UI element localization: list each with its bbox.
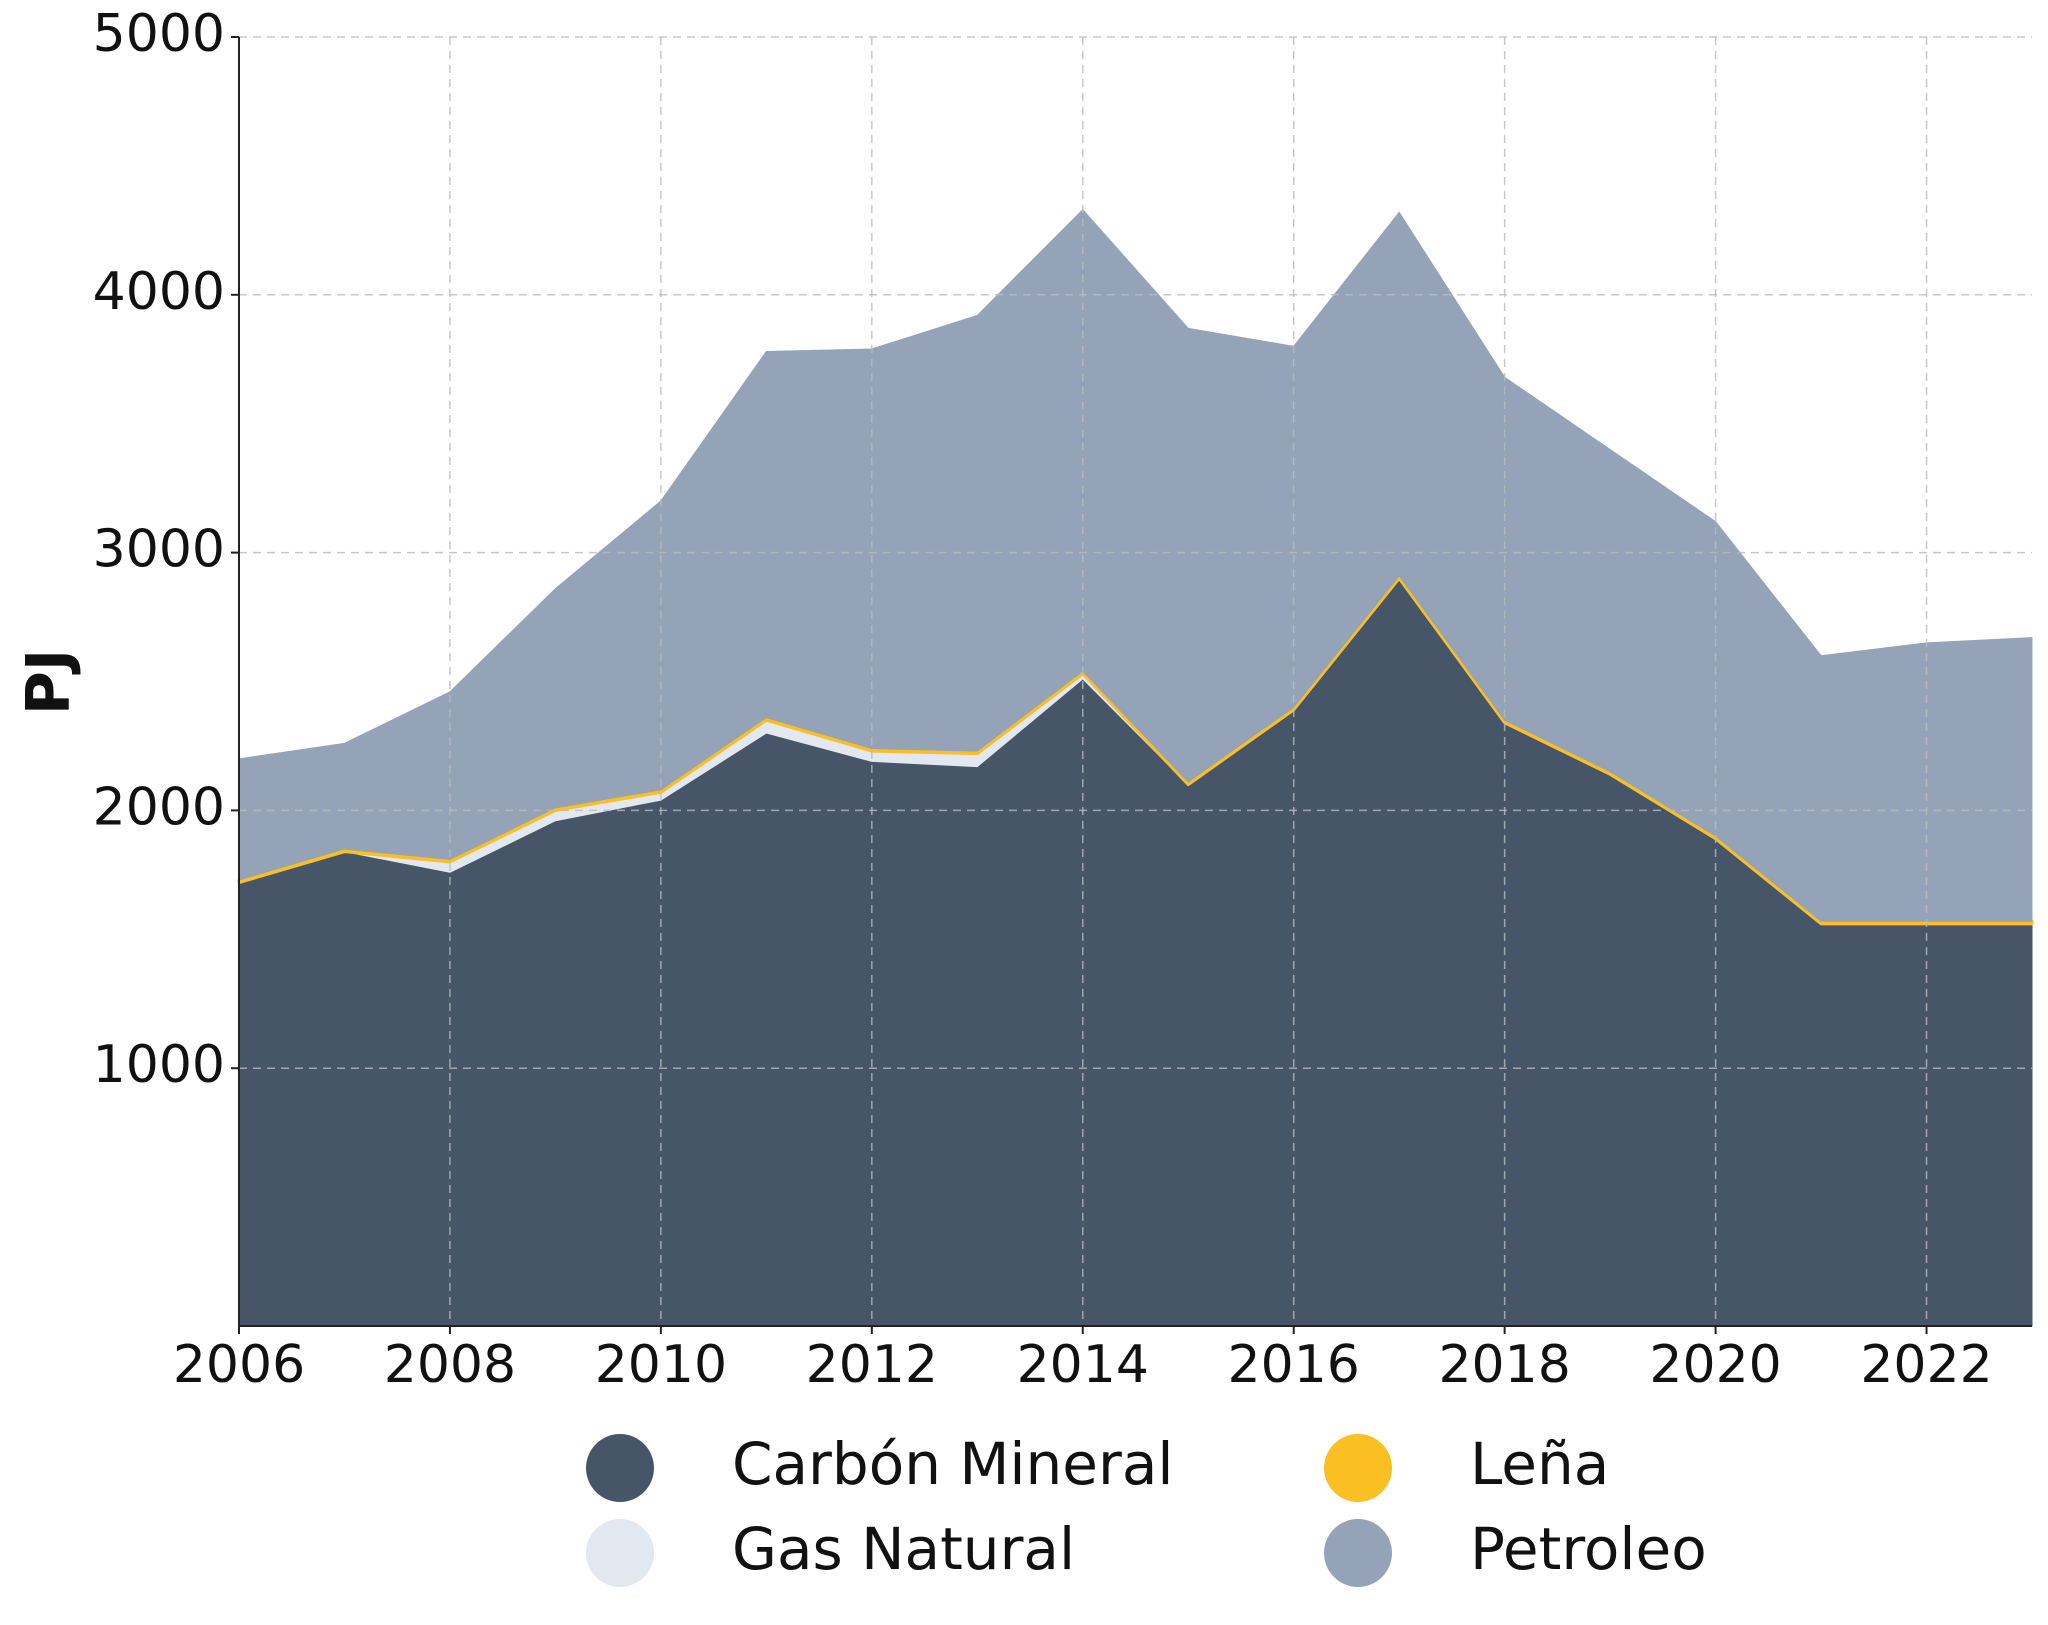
plot-areas [237,209,2034,1327]
x-tick-label: 2022 [1860,1335,1992,1395]
legend-label: Gas Natural [732,1515,1075,1583]
x-tick-label: 2010 [595,1335,727,1395]
legend-label: Petroleo [1470,1515,1707,1583]
legend-label: Leña [1470,1430,1609,1498]
y-tick-label: 4000 [93,262,225,322]
axes: 1000 2000 3000 4000 5000 2006 2008 2010 2012 2014… [93,4,2032,1395]
x-tick-label: 2006 [173,1335,305,1395]
legend-marker [1324,1434,1392,1502]
x-tick-label: 2020 [1649,1335,1781,1395]
x-tick-label: 2016 [1228,1335,1360,1395]
legend-marker [586,1519,654,1587]
legend-marker [1324,1519,1392,1587]
y-tick-label: 3000 [93,520,225,580]
y-axis-label: PJ [14,649,84,715]
x-tick-label: 2012 [806,1335,938,1395]
y-tick-label: 1000 [93,1035,225,1095]
x-tick-label: 2018 [1438,1335,1570,1395]
legend-marker [586,1434,654,1502]
x-tick-label: 2014 [1017,1335,1149,1395]
y-tick-label: 2000 [93,777,225,837]
legend-label: Carbón Mineral [732,1430,1174,1498]
legend: Carbón Mineral Gas Natural Leña Petroleo [586,1430,1707,1587]
y-tick-label: 5000 [93,4,225,64]
x-tick-label: 2008 [384,1335,516,1395]
